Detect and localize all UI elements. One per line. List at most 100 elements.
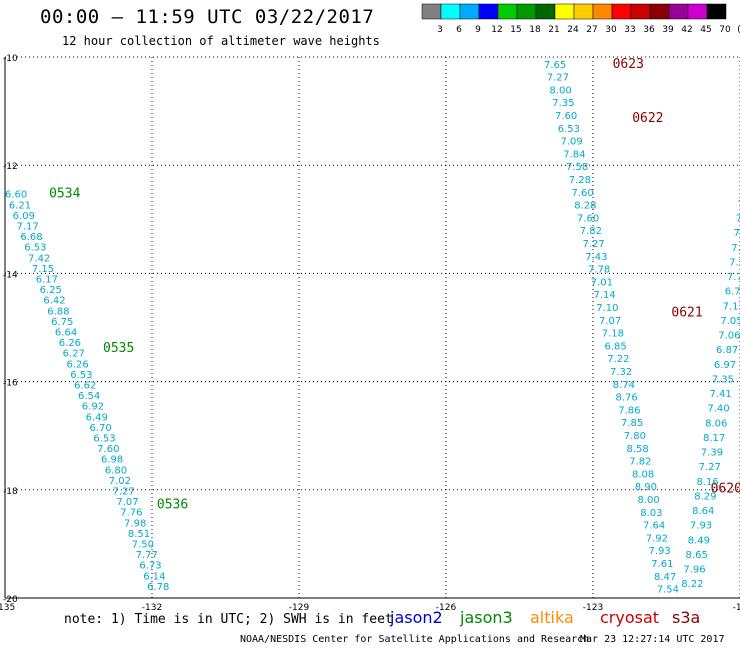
legend-cryosat: cryosat	[600, 608, 660, 627]
wave-height-point: 7.09	[560, 137, 582, 148]
wave-height-point: 7.35	[552, 98, 574, 109]
wave-height-point: 7.78	[588, 265, 610, 276]
wave-height-point: 6.53	[24, 243, 46, 254]
chart-subtitle: 12 hour collection of altimeter wave hei…	[62, 34, 380, 48]
wave-height-point: 7.86	[618, 405, 640, 416]
wave-height-point: 6.78	[147, 582, 169, 593]
wave-height-point: 7.0	[733, 228, 740, 239]
wave-height-point: 7.06	[718, 331, 740, 342]
wave-height-point: 7.96	[683, 565, 705, 576]
colorbar-label: (ft)	[737, 25, 740, 35]
wave-height-point: 7.02	[109, 476, 131, 487]
wave-height-point: 7.15	[32, 264, 54, 275]
wave-height-point: 6.14	[143, 571, 165, 582]
wave-height-point: 7.07	[116, 497, 138, 508]
wave-height-point: 7.18	[602, 329, 624, 340]
wave-height-point: 7.54	[657, 585, 679, 596]
wave-height-point: 7.60	[555, 111, 577, 122]
wave-height-point: 8.74	[613, 380, 635, 391]
wave-height-point: 7.27	[582, 239, 604, 250]
wave-height-point: 6.42	[43, 296, 65, 307]
wave-height-point: 8.65	[686, 550, 708, 561]
wave-height-point: 7.07	[599, 316, 621, 327]
wave-height-point: 7.64	[643, 521, 665, 532]
legend-s3a: s3a	[672, 608, 701, 627]
pass-time-label: 0535	[103, 341, 134, 356]
colorbar-label: 3	[437, 25, 443, 35]
wave-height-point: 7.76	[120, 508, 142, 519]
wave-height-point: 8.58	[626, 444, 648, 455]
wave-height-point: 7.82	[629, 457, 651, 468]
wave-height-point: 7.60	[577, 213, 599, 224]
wave-height-point: 6.17	[36, 274, 58, 285]
wave-height-point: 6.79	[725, 287, 740, 298]
wave-height-point: 8.03	[640, 508, 662, 519]
wave-height-point: 7.50	[132, 539, 154, 550]
wave-height-point: 8.51	[128, 529, 150, 540]
wave-height-point: 7.05	[720, 316, 740, 327]
chart-title: 00:00 – 11:59 UTC 03/22/2017	[40, 6, 375, 28]
pass-time-label: 0536	[157, 498, 188, 513]
wave-height-point: 6.92	[82, 402, 104, 413]
wave-height-point: 6.64	[55, 327, 77, 338]
colorbar-label: 36	[643, 25, 655, 35]
wave-height-point: 7.40	[707, 404, 729, 415]
wave-height-point: 6.75	[51, 317, 73, 328]
wave-height-point: 7.01	[591, 277, 613, 288]
wave-height-point: 6.53	[93, 433, 115, 444]
x-tick-label: -126	[436, 603, 457, 613]
track-altika: 777.07.07.107.297.726.797.137.057.066.87…	[681, 199, 740, 590]
wave-height-point: 7.28	[569, 175, 591, 186]
wave-height-point: 6.49	[86, 412, 108, 423]
wave-height-point: 8.90	[635, 482, 657, 493]
wave-height-point: 6.09	[13, 211, 35, 222]
colorbar-label: 33	[624, 25, 635, 35]
wave-height-point: 7.43	[585, 252, 607, 263]
colorbar-label: 27	[586, 25, 597, 35]
wave-height-point: 8.17	[703, 433, 725, 444]
wave-height-point: 8.76	[615, 393, 637, 404]
wave-height-point: 7.13	[723, 301, 740, 312]
wave-height-point: 6.25	[40, 285, 62, 296]
colorbar-label: 30	[605, 25, 617, 35]
y-tick-label: -10	[3, 54, 18, 64]
credit-line: NOAA/NESDIS Center for Satellite Applica…	[240, 634, 590, 645]
wave-height-point: 7.92	[646, 533, 668, 544]
wave-height-point: 7	[738, 199, 740, 210]
wave-height-point: 7.35	[712, 374, 734, 385]
colorbar-label: 6	[456, 25, 462, 35]
wave-height-point: 6.70	[89, 423, 111, 434]
wave-height-point: 6.88	[47, 306, 69, 317]
wave-height-point: 7.72	[727, 272, 740, 283]
x-tick-label: -132	[142, 603, 162, 613]
wave-height-point: 8.29	[694, 491, 716, 502]
wave-height-point: 6.98	[101, 455, 123, 466]
wave-height-point: 7.17	[17, 221, 39, 232]
wave-height-point: 7.27	[547, 73, 569, 84]
x-tick-label: -123	[583, 603, 603, 613]
pass-time-label: 0621	[671, 306, 702, 321]
wave-height-point: 7.65	[544, 60, 566, 71]
wave-height-point: 7.39	[701, 448, 723, 459]
wave-height-point: 8.08	[632, 469, 654, 480]
wave-height-point: 7.80	[624, 431, 646, 442]
legend-jason2: jason2	[390, 608, 443, 627]
colorbar-label: 21	[548, 25, 559, 35]
wave-height-point: 8.22	[681, 579, 703, 590]
wave-height-point: 7.29	[729, 257, 740, 268]
wave-height-point: 6.26	[66, 359, 88, 370]
wave-height-point: 7.60	[571, 188, 593, 199]
wave-height-point: 7.42	[28, 253, 50, 264]
track-cryosat: 7.657.278.007.357.606.537.097.847.587.28…	[544, 57, 740, 596]
wave-height-point: 6.21	[9, 200, 31, 211]
wave-height-point: 6.87	[716, 345, 738, 356]
pass-time-label: 0534	[49, 187, 80, 202]
wave-height-point: 8.16	[696, 477, 718, 488]
wave-height-point: 7.58	[566, 162, 588, 173]
wave-height-point: 6.68	[20, 232, 42, 243]
y-tick-label: -18	[3, 487, 18, 497]
wave-height-point: 7.98	[124, 518, 146, 529]
track-jason3: 6.606.216.097.176.686.537.427.156.176.25…	[5, 187, 188, 593]
wave-height-point: 7.10	[596, 303, 618, 314]
colorbar-swatch	[706, 3, 727, 20]
